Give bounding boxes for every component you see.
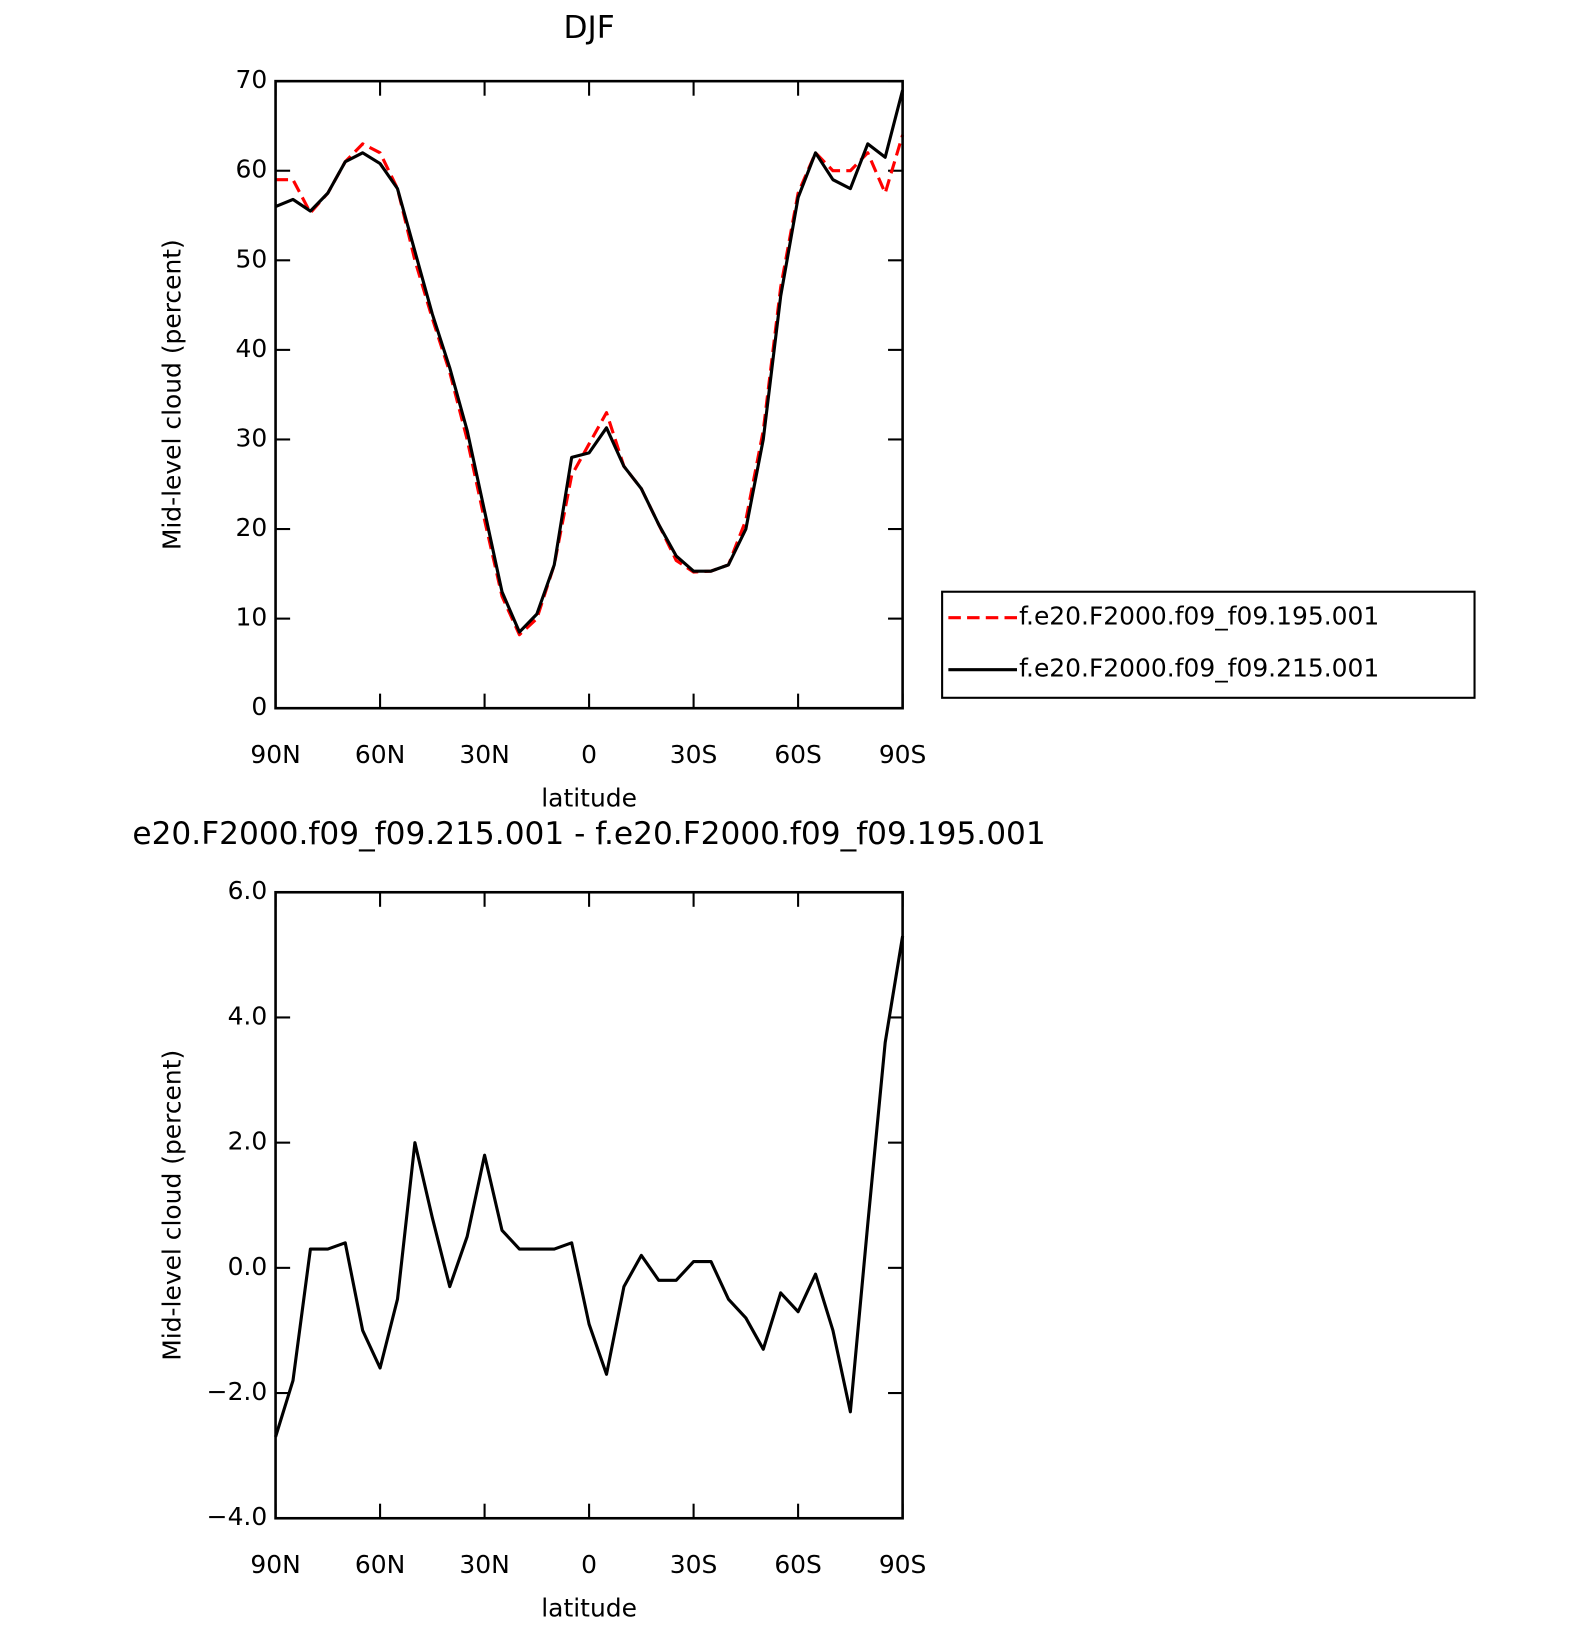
- chart-title: e20.F2000.f09_f09.215.001 - f.e20.F2000.…: [132, 816, 1045, 852]
- x-tick-label: 90N: [250, 1550, 300, 1579]
- x-tick-label: 90N: [250, 740, 300, 769]
- x-tick-label: 60N: [355, 740, 405, 769]
- y-tick-label: 0: [251, 692, 267, 721]
- data-line: [274, 89, 905, 634]
- x-tick-label: 90S: [879, 1550, 927, 1579]
- y-tick-label: 0.0: [228, 1252, 268, 1281]
- legend-label: f.e20.F2000.f09_f09.215.001: [1019, 654, 1379, 683]
- y-tick-label: 50: [236, 244, 268, 273]
- plot-frame: [274, 890, 904, 1520]
- chart-title: DJF: [564, 10, 615, 46]
- y-tick-label: 10: [236, 603, 268, 632]
- legend-label: f.e20.F2000.f09_f09.195.001: [1019, 602, 1379, 631]
- x-tick-label: 30S: [670, 1550, 718, 1579]
- x-tick-label: 0: [581, 740, 597, 769]
- y-tick-label: −2.0: [207, 1377, 268, 1406]
- y-tick-label: 6.0: [228, 876, 268, 905]
- y-tick-label: 60: [236, 155, 268, 184]
- data-line: [274, 935, 905, 1438]
- x-tick-label: 60N: [355, 1550, 405, 1579]
- y-tick-label: 70: [236, 65, 268, 94]
- x-tick-label: 30N: [459, 740, 509, 769]
- y-tick-label: −4.0: [207, 1502, 268, 1531]
- y-tick-label: 30: [236, 423, 268, 452]
- legend-box: [941, 590, 1476, 699]
- x-tick-label: 60S: [774, 1550, 822, 1579]
- y-tick-label: 2.0: [228, 1127, 268, 1156]
- x-tick-label: 0: [581, 1550, 597, 1579]
- y-axis-label: Mid-level cloud (percent): [158, 239, 187, 550]
- x-tick-label: 30N: [459, 1550, 509, 1579]
- y-tick-label: 4.0: [228, 1001, 268, 1030]
- y-tick-label: 20: [236, 513, 268, 542]
- x-axis-label: latitude: [541, 1594, 637, 1623]
- x-tick-label: 90S: [879, 740, 927, 769]
- data-line: [275, 134, 905, 637]
- y-tick-label: 40: [236, 334, 268, 363]
- x-axis-label: latitude: [541, 784, 637, 813]
- plot-frame: [274, 79, 904, 710]
- x-tick-label: 60S: [774, 740, 822, 769]
- x-tick-label: 30S: [670, 740, 718, 769]
- y-axis-label: Mid-level cloud (percent): [158, 1050, 187, 1361]
